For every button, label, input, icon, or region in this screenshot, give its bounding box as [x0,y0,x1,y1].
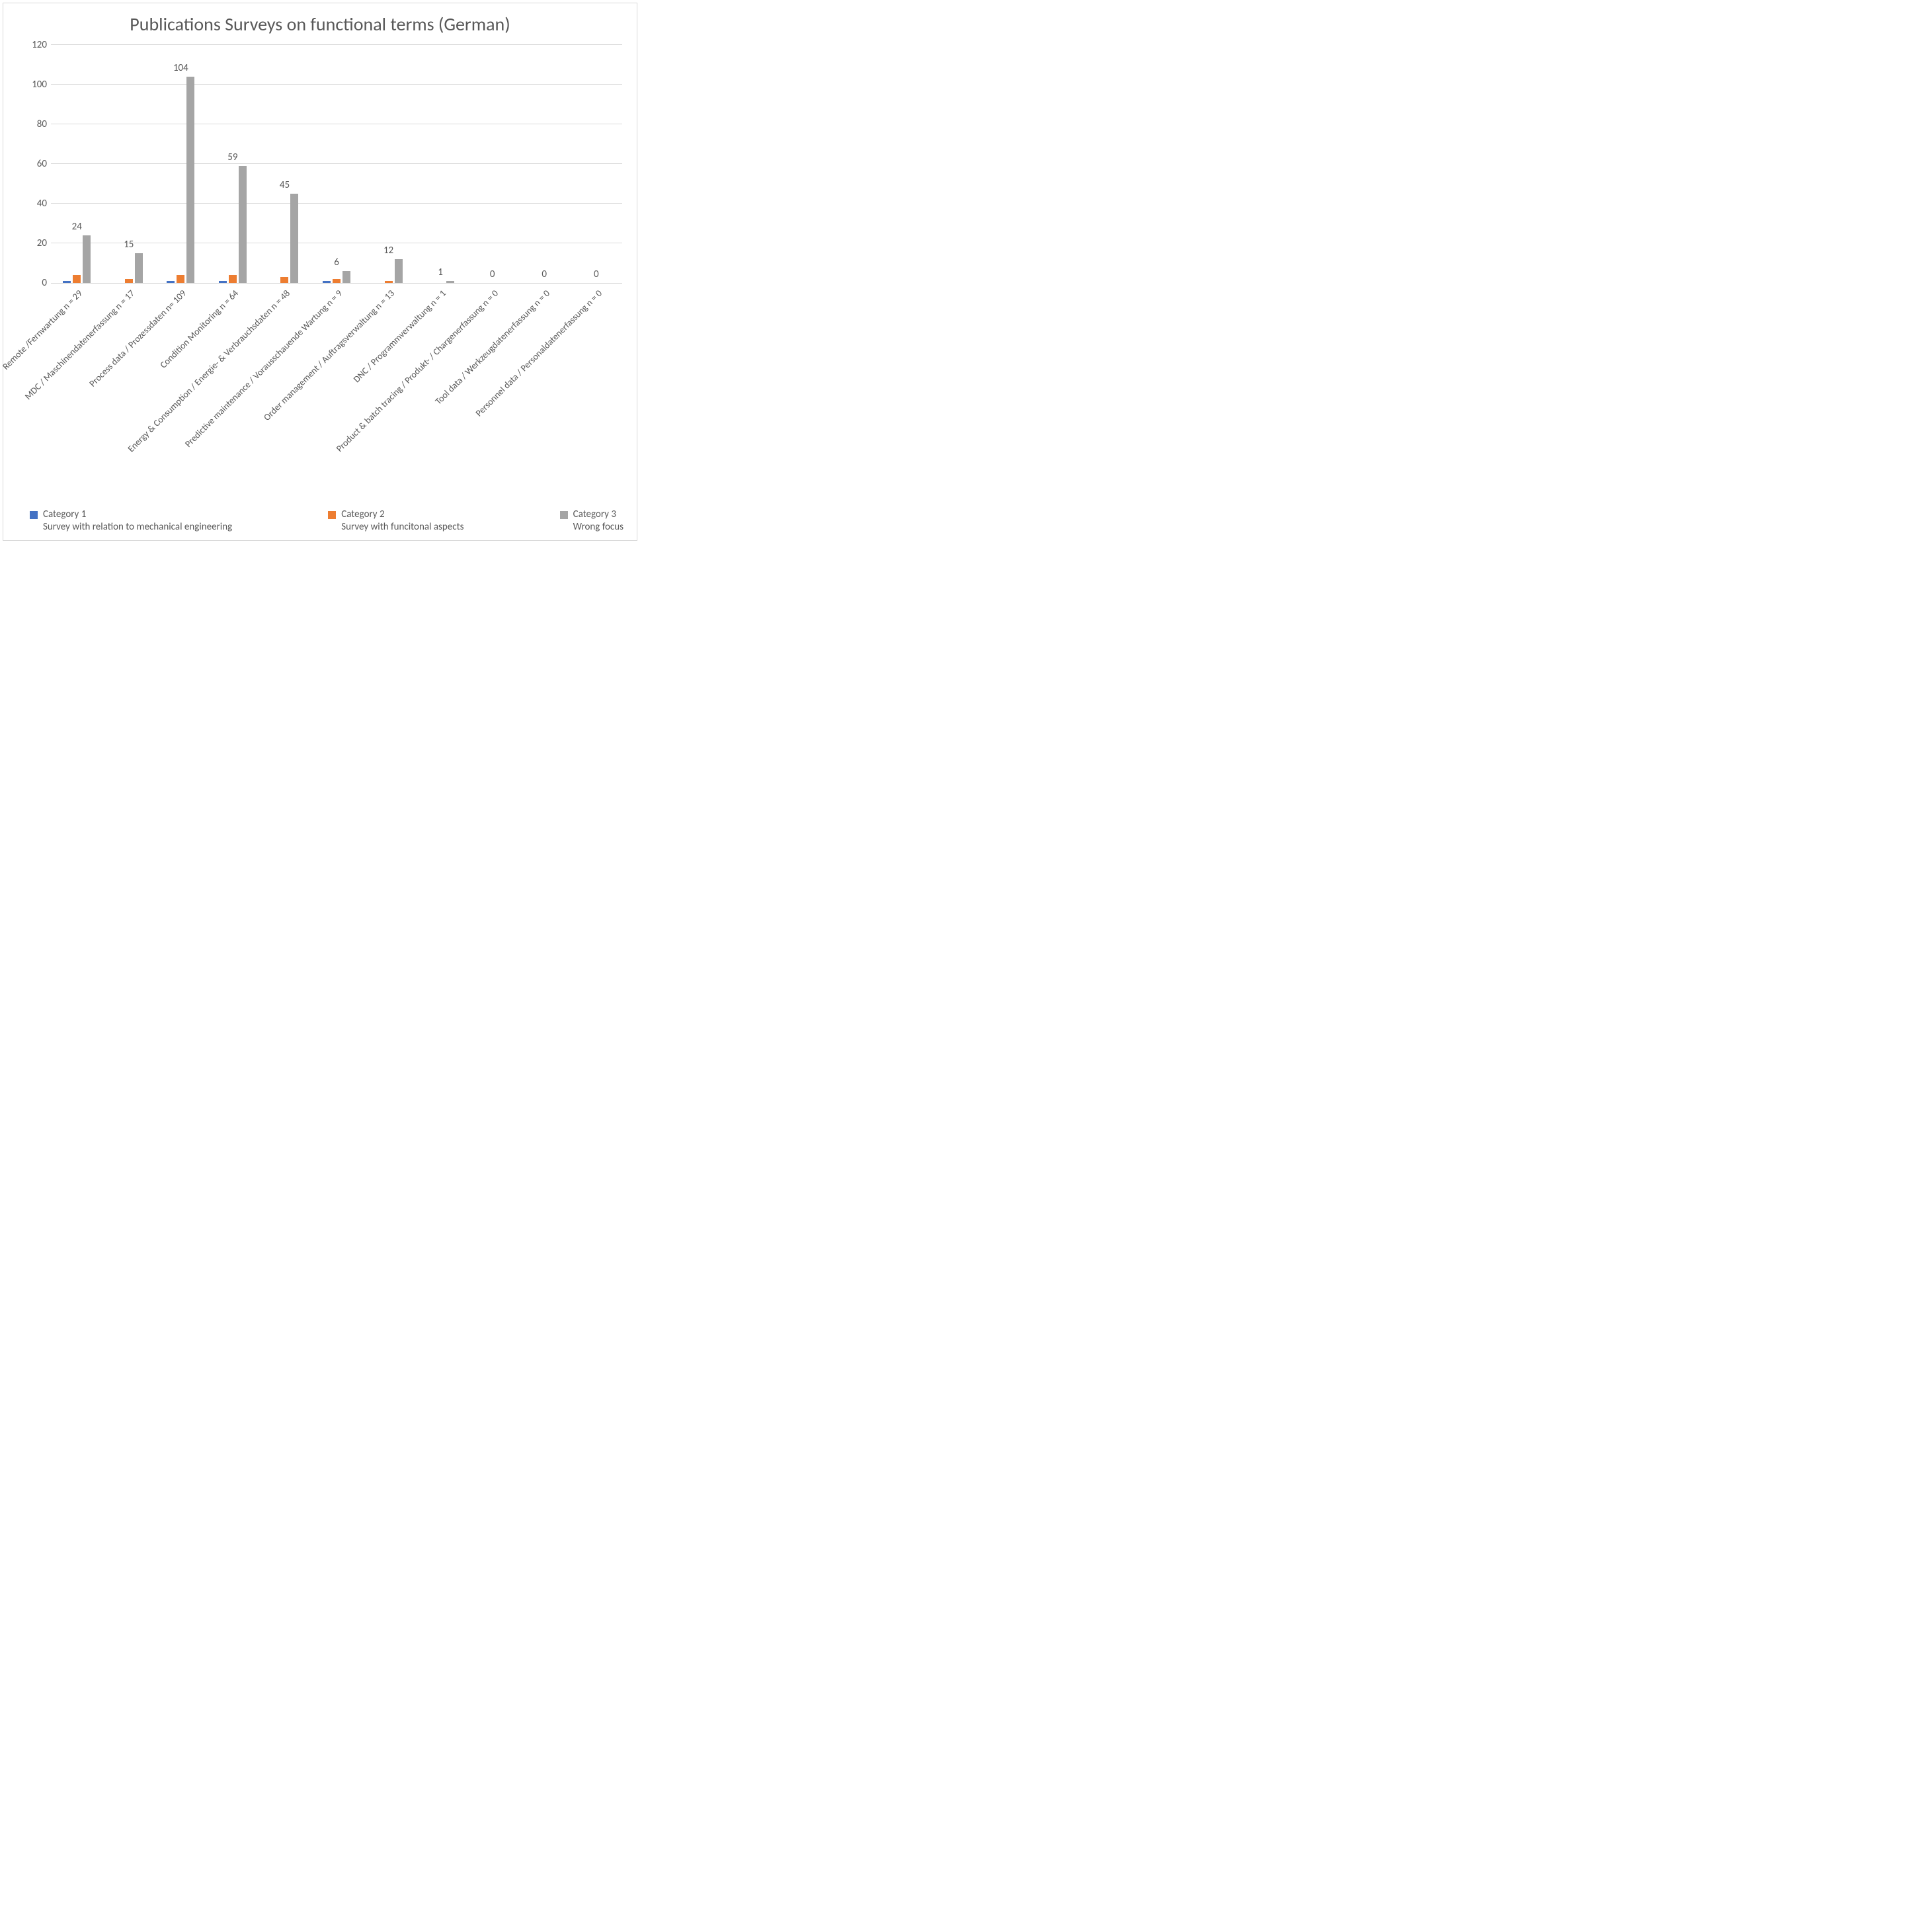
legend-item: Category 2Survey with funcitonal aspects [328,508,463,534]
bar-value-label: 0 [518,268,571,283]
bar-category-2 [280,277,288,283]
bar-category-1 [219,281,227,283]
plot-area: 020406080100120 241510459456121000 [51,45,622,284]
bar-category-2 [125,279,133,283]
bar-category-3 [446,281,454,283]
legend-label: Category 3Wrong focus [573,508,624,534]
bar-value-label: 24 [51,221,103,235]
x-label-slot: Predictive maintenance / Vorausschauende… [311,288,363,506]
bar-category-3 [290,194,298,283]
bar-value-label: 1 [415,266,467,281]
bar-category-3 [239,166,247,283]
bar-category-3 [135,253,143,283]
bar-value-label: 104 [155,62,207,77]
x-label-slot: Personnel data / Personaldatenerfassung … [570,288,622,506]
bar-category-2 [333,279,341,283]
bar-category-3 [395,259,403,283]
bar-value-label: 15 [103,239,155,253]
bar-category-3 [186,77,194,283]
y-tick-label: 60 [18,158,47,170]
bar-value-label: 0 [466,268,518,283]
bar-group: 24 [51,45,103,283]
legend-swatch [560,511,568,519]
bar-value-label: 12 [362,245,415,259]
bar-value-label: 6 [311,257,363,271]
y-tick-label: 80 [18,118,47,130]
bar-groups: 241510459456121000 [51,45,622,283]
legend-item: Category 3Wrong focus [560,508,624,534]
legend: Category 1Survey with relation to mechan… [30,508,624,534]
bar-group: 0 [518,45,571,283]
bar-value-label: 45 [259,179,311,194]
bar-group: 12 [362,45,415,283]
bar-group: 0 [466,45,518,283]
legend-label: Category 1Survey with relation to mechan… [43,508,232,534]
bar-value-label: 59 [207,151,259,166]
legend-item: Category 1Survey with relation to mechan… [30,508,232,534]
bar-category-1 [167,281,175,283]
y-tick-label: 20 [18,237,47,249]
bar-category-3 [83,235,91,283]
y-tick-label: 100 [18,79,47,91]
bar-group: 6 [311,45,363,283]
chart-title: Publications Surveys on functional terms… [11,13,629,36]
y-tick-label: 120 [18,39,47,51]
legend-swatch [328,511,336,519]
bar-group: 59 [207,45,259,283]
bar-group: 104 [155,45,207,283]
bar-category-2 [229,275,237,283]
bar-category-2 [73,275,81,283]
y-tick-label: 0 [18,277,47,289]
bar-category-2 [385,281,393,283]
bar-category-2 [177,275,184,283]
bar-category-3 [342,271,350,283]
bar-category-1 [323,281,331,283]
bar-group: 15 [103,45,155,283]
bar-value-label: 0 [570,268,622,283]
legend-swatch [30,511,38,519]
bar-group: 0 [570,45,622,283]
bar-group: 45 [259,45,311,283]
bar-category-1 [63,281,71,283]
bar-group: 1 [415,45,467,283]
chart-container: Publications Surveys on functional terms… [3,3,637,541]
y-tick-label: 40 [18,198,47,210]
x-axis-labels: Remote /Fernwartung n = 29MDC / Maschine… [51,284,622,506]
legend-label: Category 2Survey with funcitonal aspects [341,508,463,534]
